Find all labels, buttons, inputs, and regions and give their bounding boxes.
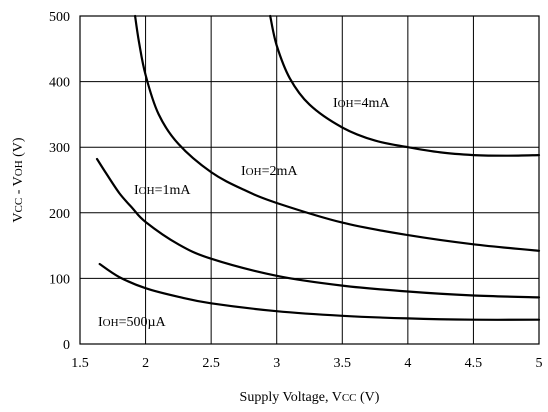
label-ioh-1ma: IOH=1mA — [134, 183, 191, 198]
x-tick-label: 4 — [404, 356, 411, 371]
label-ioh-500ua-rest: =500µA — [119, 315, 167, 330]
label-ioh-1ma-rest: =1mA — [155, 183, 192, 198]
x-tick-label: 5 — [536, 356, 543, 371]
y-tick-label: 200 — [49, 207, 70, 222]
label-ioh-2ma-rest: =2mA — [262, 164, 299, 179]
x-tick-label: 3.5 — [334, 356, 352, 371]
y-axis-title-s1: CC — [13, 198, 25, 213]
label-ioh-1ma-i: I — [134, 183, 139, 198]
y-tick-label: 0 — [63, 338, 70, 353]
y-tick-label: 100 — [49, 272, 70, 287]
y-axis-title-mid: - V — [11, 176, 26, 198]
label-ioh-2ma-sub: OH — [246, 166, 262, 178]
x-tick-label: 4.5 — [465, 356, 483, 371]
x-axis-title: Supply Voltage, VCC (V) — [240, 390, 380, 405]
label-ioh-4ma-sub: OH — [338, 98, 354, 110]
y-axis-title-s2: OH — [13, 160, 25, 176]
grid — [80, 16, 539, 344]
x-axis-title-main: Supply Voltage, V — [240, 390, 342, 405]
label-ioh-4ma-rest: =4mA — [354, 96, 391, 111]
label-ioh-4ma: IOH=4mA — [333, 96, 390, 111]
y-axis-title-v1: V — [11, 212, 26, 222]
x-tick-labels: 1.5 2 2.5 3 3.5 4 4.5 5 — [71, 356, 542, 371]
label-ioh-500ua-sub: OH — [103, 317, 119, 329]
series-ioh-4ma — [269, 14, 541, 157]
label-ioh-2ma: IOH=2mA — [241, 164, 298, 179]
x-tick-label: 3 — [273, 356, 280, 371]
label-ioh-4ma-i: I — [333, 96, 338, 111]
label-ioh-2ma-i: I — [241, 164, 246, 179]
x-axis-title-sub: CC — [342, 392, 357, 404]
x-tick-label: 1.5 — [71, 356, 89, 371]
x-axis-title-unit: (V) — [357, 390, 380, 405]
label-ioh-1ma-sub: OH — [139, 185, 155, 197]
y-axis-title: VCC - VOH (V) — [11, 137, 26, 223]
series-ioh-500ua — [98, 262, 541, 321]
y-tick-labels: 0 100 200 300 400 500 — [49, 10, 70, 353]
plot-frame — [79, 15, 540, 345]
y-tick-label: 400 — [49, 76, 70, 91]
y-axis-title-unit: (V) — [11, 137, 26, 160]
series-ioh-1ma — [95, 157, 541, 299]
series-ioh-2ma — [134, 14, 541, 252]
x-tick-label: 2 — [142, 356, 149, 371]
series-lines — [95, 14, 541, 321]
x-tick-label: 2.5 — [202, 356, 220, 371]
label-ioh-500ua-i: I — [98, 315, 103, 330]
label-ioh-500ua: IOH=500µA — [98, 315, 167, 330]
y-tick-label: 300 — [49, 141, 70, 156]
y-tick-label: 500 — [49, 10, 70, 25]
